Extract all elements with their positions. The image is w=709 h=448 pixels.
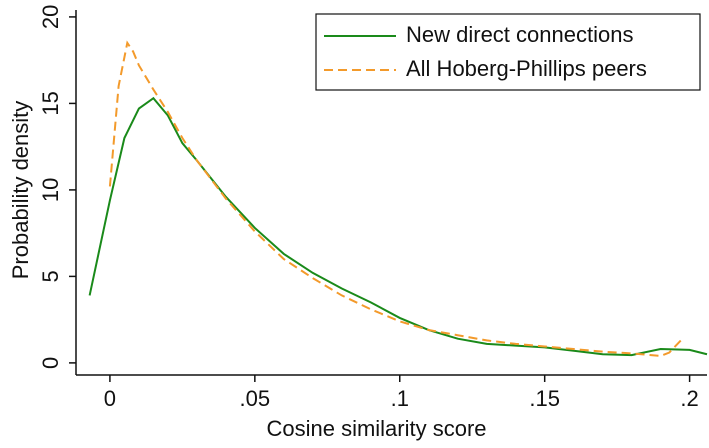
y-tick-label: 0 <box>38 357 63 369</box>
y-tick-label: 15 <box>38 91 63 115</box>
x-tick-label: .1 <box>391 386 409 411</box>
y-tick-label: 5 <box>38 270 63 282</box>
x-tick-label: 0 <box>104 386 116 411</box>
y-tick-label: 10 <box>38 178 63 202</box>
x-tick-label: .2 <box>680 386 698 411</box>
y-axis-label: Probability density <box>8 101 33 280</box>
legend-label: All Hoberg-Phillips peers <box>406 56 647 81</box>
legend-box <box>315 13 701 91</box>
x-tick-label: .15 <box>529 386 560 411</box>
x-tick-label: .05 <box>240 386 271 411</box>
series-line <box>88 96 708 357</box>
series-line <box>108 40 682 357</box>
y-tick-label: 20 <box>38 5 63 29</box>
x-axis-label: Cosine similarity score <box>266 416 486 441</box>
legend-label: New direct connections <box>406 22 633 47</box>
